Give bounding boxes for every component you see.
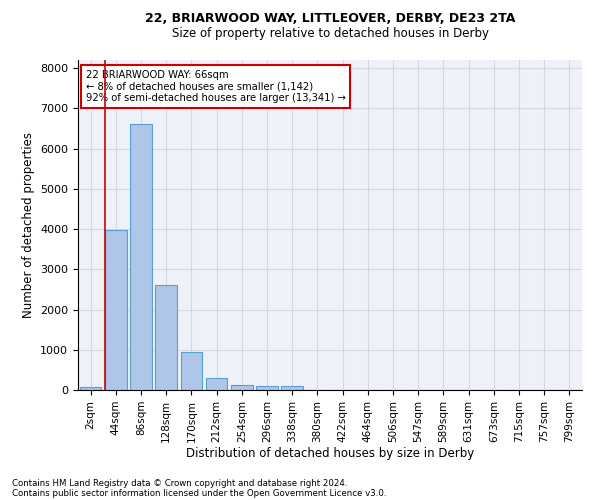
Bar (130, 124, 152, 390)
Bar (181, 352, 202, 390)
Text: Contains public sector information licensed under the Open Government Licence v3: Contains public sector information licen… (12, 488, 386, 498)
Bar (80, 387, 101, 390)
Bar (105, 230, 127, 390)
Y-axis label: Number of detached properties: Number of detached properties (22, 132, 35, 318)
Text: 22 BRIARWOOD WAY: 66sqm
← 8% of detached houses are smaller (1,142)
92% of semi-: 22 BRIARWOOD WAY: 66sqm ← 8% of detached… (86, 70, 346, 103)
Text: Size of property relative to detached houses in Derby: Size of property relative to detached ho… (172, 28, 488, 40)
Text: Contains HM Land Registry data © Crown copyright and database right 2024.: Contains HM Land Registry data © Crown c… (12, 478, 347, 488)
Bar (155, 284, 177, 390)
Bar (231, 385, 253, 390)
Bar (281, 386, 303, 390)
Bar (206, 378, 227, 390)
X-axis label: Distribution of detached houses by size in Derby: Distribution of detached houses by size … (186, 448, 474, 460)
Text: 22, BRIARWOOD WAY, LITTLEOVER, DERBY, DE23 2TA: 22, BRIARWOOD WAY, LITTLEOVER, DERBY, DE… (145, 12, 515, 26)
Bar (256, 386, 278, 390)
